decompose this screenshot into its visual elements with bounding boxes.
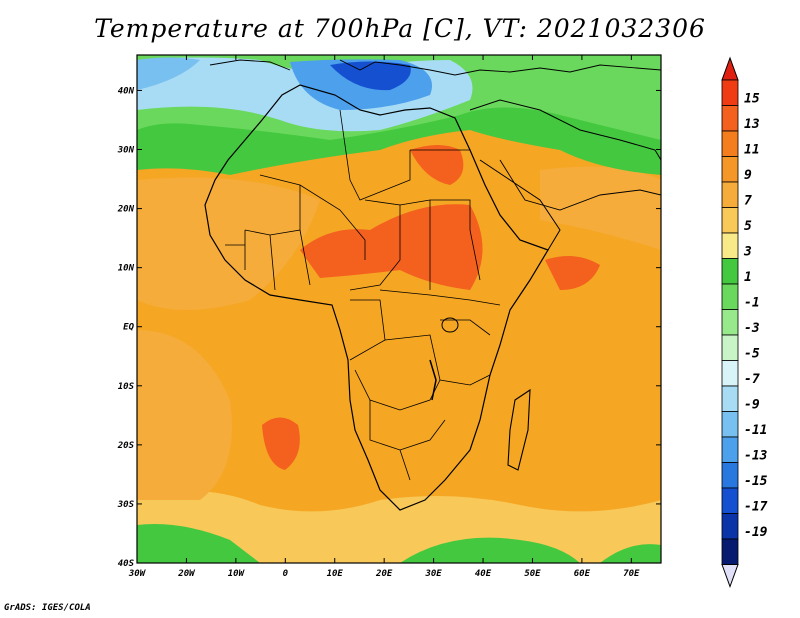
lat-tick-label: 10S [118,382,135,392]
colorbar-label: 13 [744,117,760,132]
colorbar-label: -1 [744,296,760,311]
shade-south-green-mid [400,537,580,563]
shade-egypt-hot [410,145,464,185]
arabia-iran-border [469,99,661,161]
shade-west-atlantic [137,177,320,310]
colorbar-label: 1 [744,270,752,285]
colorbar-label: 5 [744,219,752,234]
colorbar-swatch [721,156,739,183]
lon-tick-label: 70E [623,569,640,579]
lat-tick-label: 40S [118,559,135,569]
colorbar-swatch [721,334,739,361]
lat-tick-label: EQ [123,323,134,333]
lat-tick-label: 30N [117,146,135,156]
lat-tick-label: 30S [117,500,135,510]
lat-tick-label: 20S [117,441,135,451]
colorbar-label: -5 [744,347,760,362]
colorbar: 15 13 11 9 7 5 3 1 -1 -3 -5 -7 -9 -11 -13 -15 -17 -19 [721,56,768,588]
shade-somali-hot [545,256,600,290]
lat-tick-label: 40N [118,86,135,96]
colorbar-label: 7 [744,194,752,209]
colorbar-label: 15 [744,92,760,107]
map-plot-area [137,55,661,563]
colorbar-bottom-arrow [721,564,739,588]
colorbar-label: 11 [744,143,760,158]
shade-south-atlantic-hot [262,417,300,470]
map-title: Temperature at 700hPa [C], VT: 202103230… [94,14,706,43]
lon-tick-label: 0 [283,569,289,579]
colorbar-label: -11 [744,423,767,438]
lon-tick-label: 30W [128,569,147,579]
colorbar-label: -17 [744,500,768,515]
colorbar-swatch [721,513,739,540]
colorbar-swatch [721,181,739,208]
colorbar-swatch [721,283,739,310]
colorbar-swatch [721,105,739,132]
latitude-axis: 40N 30N 20N 10N EQ 10S 20S 30S 40S [117,86,661,569]
europe-coast [339,59,661,76]
colorbar-label: 9 [744,168,752,183]
colorbar-swatch [721,232,739,259]
lon-tick-label: 10W [228,569,246,579]
colorbar-label: -15 [744,474,768,489]
colorbar-swatch [721,360,739,387]
shade-south-green-west [137,524,260,563]
map-frame [136,54,662,564]
colorbar-label: -13 [744,449,768,464]
red-sea-arabia-coast [479,159,561,251]
colorbar-swatch [721,436,739,463]
shade-southwest-atlantic [137,330,232,500]
shade-mediterranean-deepblue [330,61,411,91]
shade-sahel-hot [300,204,483,290]
colorbar-label: -3 [744,321,760,336]
colorbar-swatch [721,462,739,489]
colorbar-label: 3 [743,245,752,260]
lon-tick-label: 60E [574,569,591,579]
longitude-axis: 30W 20W 10W 0 10E 20E 30E 40E 50E 60E 70E [128,55,640,579]
lat-tick-label: 10N [118,264,135,274]
colorbar-swatch [721,79,739,106]
country-borders [225,109,501,481]
lat-tick-label: 20N [117,205,135,215]
colorbar-swatch [721,487,739,514]
shade-northwest-blue [137,57,200,90]
madagascar-coastline [507,388,531,471]
colorbar-top-arrow [721,56,739,81]
colorbar-label: -9 [744,398,760,413]
lon-tick-label: 20E [375,569,393,579]
lon-tick-label: 40E [475,569,492,579]
colorbar-swatch [721,309,739,336]
colorbar-swatch [721,538,739,565]
arabian-peninsula-coast [499,159,661,211]
lon-tick-label: 50E [524,569,541,579]
iberia-coast [209,59,291,71]
lon-tick-label: 10E [327,569,344,579]
shade-arabian-sea [540,166,661,250]
lon-tick-label: 30E [424,569,442,579]
colorbar-swatch [721,207,739,234]
colorbar-swatch [721,130,739,157]
colorbar-swatch [721,385,739,412]
colorbar-swatch [721,411,739,438]
shade-south-green-east [600,544,661,563]
colorbar-swatch [721,258,739,285]
lake-victoria [441,317,459,333]
colorbar-label: -19 [744,525,768,540]
colorbar-label: -7 [744,372,760,387]
lon-tick-label: 20W [177,569,196,579]
grads-credit: GrADS: IGES/COLA [4,603,91,613]
africa-coastline [204,84,549,511]
lake-tanganyika [429,359,437,401]
